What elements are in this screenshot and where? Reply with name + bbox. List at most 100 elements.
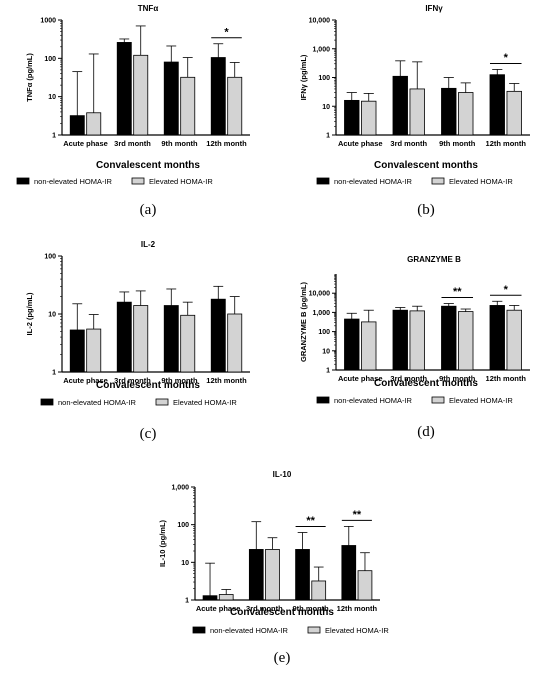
y-tick-label: 1,000 — [312, 46, 330, 53]
bar-elevated — [409, 88, 425, 136]
legend: non-elevated HOMA-IR Elevated HOMA-IR — [16, 177, 213, 186]
bar-non-elevated — [210, 298, 226, 373]
panel-label: (b) — [417, 202, 435, 218]
y-tick-label: 100 — [44, 56, 56, 63]
chart-panel-4: GRANZYME B GRANZYME B (pg/mL) 1 10 100 1,000 1… — [299, 255, 530, 440]
y-tick-label: 100 — [318, 329, 330, 336]
legend-label: Elevated HOMA-IR — [173, 398, 237, 407]
panel-label: (c) — [140, 426, 157, 442]
significance-marker: ** — [306, 515, 315, 527]
x-tick-label: 9th month — [161, 376, 198, 385]
y-tick-label: 1000 — [40, 18, 56, 25]
legend-swatch — [40, 398, 54, 406]
bar-elevated — [506, 309, 522, 371]
bar-elevated — [133, 54, 149, 136]
chart-panel-3: IL-2 IL-2 (pg/mL) 1 10 100 Acute phase 3rd mon… — [25, 240, 250, 442]
bar-non-elevated — [295, 549, 310, 601]
legend-label: Elevated HOMA-IR — [449, 177, 513, 186]
bar-non-elevated — [248, 549, 264, 601]
bar-elevated — [361, 321, 377, 371]
y-tick-label: 10 — [322, 348, 330, 355]
x-tick-label: 12th month — [486, 374, 527, 383]
chart-title: IFNγ — [425, 4, 443, 13]
x-tick-label: 3rd month — [114, 139, 151, 148]
y-axis-label: GRANZYME B (pg/mL) — [299, 282, 308, 362]
legend-label: Elevated HOMA-IR — [449, 396, 513, 405]
legend-label: non-elevated HOMA-IR — [334, 177, 413, 186]
chart-title: IL-2 — [141, 240, 156, 249]
bar-non-elevated — [69, 329, 85, 373]
chart-title: GRANZYME B — [407, 255, 461, 264]
bar-elevated — [180, 76, 196, 136]
bar-non-elevated — [69, 115, 85, 136]
y-axis-label: IL-2 (pg/mL) — [25, 292, 34, 335]
chart-panel-1: TNFα TNFα (pg/mL) 1 10 100 1000 Acute phase 3rd… — [16, 4, 250, 218]
significance-marker: * — [504, 284, 509, 296]
bar-elevated — [133, 305, 149, 373]
bar-elevated — [458, 92, 474, 136]
bar-non-elevated — [392, 75, 408, 136]
bar-non-elevated — [441, 87, 457, 136]
panel-label: (e) — [274, 650, 291, 666]
legend-label: non-elevated HOMA-IR — [210, 626, 289, 635]
legend-label: non-elevated HOMA-IR — [34, 177, 113, 186]
x-axis-label: Convalescent months — [96, 380, 200, 391]
y-tick-label: 1 — [326, 368, 330, 375]
legend-label: non-elevated HOMA-IR — [334, 396, 413, 405]
bar-elevated — [265, 549, 280, 601]
legend: non-elevated HOMA-IR Elevated HOMA-IR — [316, 396, 513, 405]
y-axis-label: TNFα (pg/mL) — [25, 53, 34, 102]
significance-marker: * — [224, 26, 229, 38]
legend-swatch — [431, 177, 445, 185]
y-tick-label: 10 — [48, 312, 56, 319]
x-axis-label: Convalescent months — [374, 378, 478, 389]
y-tick-label: 100 — [177, 522, 189, 529]
bar-elevated — [218, 594, 234, 601]
y-axis-label: IL-10 (pg/mL) — [158, 519, 167, 567]
bar-non-elevated — [392, 309, 408, 371]
x-tick-label: 9th month — [439, 139, 476, 148]
x-tick-label: Acute phase — [63, 139, 108, 148]
chart-panel-5: IL-10 IL-10 (pg/mL) 1 10 100 1,000 Acute phase… — [158, 470, 389, 666]
legend-label: Elevated HOMA-IR — [149, 177, 213, 186]
y-tick-label: 1,000 — [312, 310, 330, 317]
y-tick-label: 10,000 — [309, 291, 331, 298]
bar-non-elevated — [116, 42, 132, 136]
x-tick-label: 12th month — [337, 604, 378, 613]
x-tick-label: 3rd month — [390, 139, 427, 148]
legend-label: Elevated HOMA-IR — [325, 626, 389, 635]
bar-elevated — [86, 112, 102, 136]
x-tick-label: Acute phase — [196, 604, 241, 613]
significance-marker: * — [504, 52, 509, 64]
bar-elevated — [311, 580, 327, 601]
x-axis-label: Convalescent months — [374, 160, 478, 171]
legend-swatch — [307, 626, 321, 634]
bar-non-elevated — [489, 74, 505, 136]
legend: non-elevated HOMA-IR Elevated HOMA-IR — [40, 398, 237, 407]
bar-elevated — [86, 328, 102, 373]
y-tick-label: 1 — [52, 370, 56, 377]
bar-elevated — [180, 314, 196, 373]
x-tick-label: 12th month — [206, 376, 247, 385]
legend-swatch — [192, 626, 206, 634]
significance-marker: ** — [453, 286, 462, 298]
legend: non-elevated HOMA-IR Elevated HOMA-IR — [316, 177, 513, 186]
x-axis-label: Convalescent months — [96, 160, 200, 171]
legend-swatch — [431, 396, 445, 404]
x-tick-label: 3rd month — [246, 604, 283, 613]
x-axis-label: Convalescent months — [230, 607, 334, 618]
bar-elevated — [227, 313, 243, 373]
x-tick-label: 3rd month — [390, 374, 427, 383]
bar-non-elevated — [163, 305, 179, 373]
bar-elevated — [227, 76, 243, 136]
bar-non-elevated — [163, 61, 179, 136]
y-tick-label: 100 — [44, 254, 56, 261]
bar-non-elevated — [341, 545, 357, 601]
legend-swatch — [155, 398, 169, 406]
x-tick-label: Acute phase — [63, 376, 108, 385]
bar-elevated — [458, 311, 474, 371]
x-tick-label: Acute phase — [338, 374, 383, 383]
x-tick-label: 3rd month — [114, 376, 151, 385]
y-tick-label: 1 — [52, 133, 56, 140]
